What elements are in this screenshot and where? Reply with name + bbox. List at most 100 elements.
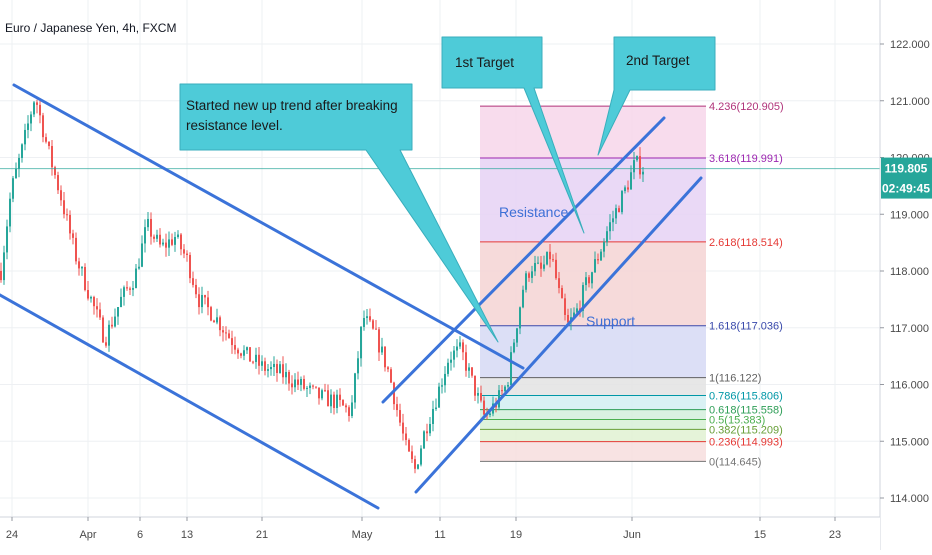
candle-body [525, 273, 527, 290]
candle-body [330, 394, 332, 407]
candle-body [135, 268, 137, 289]
fib-level-label: 0(114.645) [709, 456, 761, 468]
candle-body [537, 262, 539, 264]
candle-body [531, 271, 533, 278]
candle-body [87, 290, 89, 299]
candle-body [366, 316, 368, 319]
fib-band [480, 106, 706, 159]
candle-body [294, 379, 296, 388]
candle-body [513, 342, 515, 353]
candle-body [189, 254, 191, 279]
candle-body [309, 385, 311, 388]
candle-body [507, 385, 509, 387]
candle-body [24, 129, 26, 145]
candle-body [21, 144, 23, 158]
candle-body [621, 191, 623, 213]
candle-body [222, 330, 224, 333]
candle-body [90, 296, 92, 299]
candle-body [501, 390, 503, 392]
fib-level-label: 1.618(117.036) [709, 321, 783, 333]
candle-body [552, 259, 554, 261]
candle-body [444, 373, 446, 386]
candle-body [582, 285, 584, 311]
fib-level-label: 0.5(15.383) [709, 415, 765, 427]
candle-body [297, 379, 299, 385]
callout-shape [179, 83, 499, 343]
candle-body [99, 309, 101, 318]
candle-body [435, 407, 437, 409]
candle-body [417, 464, 419, 469]
callout-text: 2nd Target [626, 53, 690, 68]
candle-body [642, 171, 644, 175]
candle-body [150, 218, 152, 237]
candle-body [255, 354, 257, 362]
candle-body [96, 306, 98, 310]
ascending-channel-lower [414, 176, 703, 494]
candle-body [312, 385, 314, 387]
fib-band [480, 409, 706, 420]
candle-body [342, 400, 344, 406]
candle-body [627, 187, 629, 190]
candle-body [129, 288, 131, 290]
candle-body [12, 178, 14, 199]
candle-body [378, 329, 380, 353]
candle-body [72, 233, 74, 238]
fib-level-label: 3.618(119.991) [709, 153, 783, 165]
candle-body [270, 366, 272, 370]
candle-body [423, 431, 425, 449]
candle-body [372, 320, 374, 329]
price-tick-label: 121.000 [890, 96, 930, 108]
candle-body [48, 141, 50, 147]
candle-body [369, 316, 371, 321]
candle-body [261, 361, 263, 366]
callout-text: resistance level. [186, 118, 283, 133]
time-tick-label: 21 [256, 529, 268, 541]
candle-body [180, 234, 182, 250]
candle-body [231, 338, 233, 346]
time-tick-label: 23 [829, 529, 841, 541]
candle-body [117, 307, 119, 317]
candle-body [33, 102, 35, 115]
candle-body [432, 408, 434, 424]
candle-body [360, 326, 362, 359]
candle-body [456, 346, 458, 351]
candle-body [564, 298, 566, 315]
candle-body [30, 114, 32, 124]
candle-body [42, 115, 44, 138]
candle-body [303, 378, 305, 389]
fib-level-label: 0.618(115.558) [709, 405, 783, 417]
candle-body [54, 167, 56, 176]
time-tick-label: 24 [6, 529, 18, 541]
candle-body [45, 137, 47, 142]
candle-body [315, 386, 317, 388]
candle-body [168, 239, 170, 248]
candle-body [609, 222, 611, 232]
candle-body [441, 385, 443, 387]
time-tick-label: May [352, 529, 373, 541]
candle-body [192, 278, 194, 285]
time-tick-label: 19 [510, 529, 522, 541]
candle-body [93, 296, 95, 307]
candle-body [123, 287, 125, 297]
candle-body [453, 350, 455, 360]
candle-body [279, 364, 281, 374]
candle-body [60, 190, 62, 201]
candle-body [204, 295, 206, 298]
candle-body [558, 278, 560, 289]
time-tick-label: Jun [623, 529, 641, 541]
trendline-layer [0, 83, 703, 510]
candle-body [471, 367, 473, 376]
candle-body [336, 394, 338, 408]
candle-body [450, 359, 452, 363]
candlestick-series [0, 98, 880, 474]
candle-body [555, 259, 557, 279]
time-tick-label: 11 [434, 529, 445, 541]
candle-body [69, 214, 71, 234]
candle-body [624, 187, 626, 192]
candle-body [240, 353, 242, 356]
candle-body [546, 251, 548, 265]
candle-body [402, 422, 404, 434]
